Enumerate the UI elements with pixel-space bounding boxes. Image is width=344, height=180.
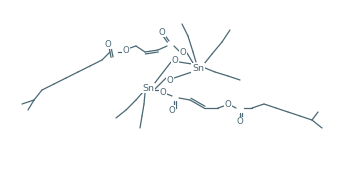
Text: O: O <box>172 55 179 64</box>
Text: Sn: Sn <box>142 84 154 93</box>
Text: O: O <box>169 105 175 114</box>
Text: O: O <box>237 118 243 127</box>
Text: O: O <box>122 46 129 55</box>
Text: O: O <box>159 28 165 37</box>
Text: Sn: Sn <box>192 64 204 73</box>
Text: O: O <box>105 39 111 48</box>
Text: O: O <box>160 87 166 96</box>
Text: O: O <box>166 75 173 84</box>
Text: O: O <box>225 100 232 109</box>
Text: O: O <box>180 48 186 57</box>
